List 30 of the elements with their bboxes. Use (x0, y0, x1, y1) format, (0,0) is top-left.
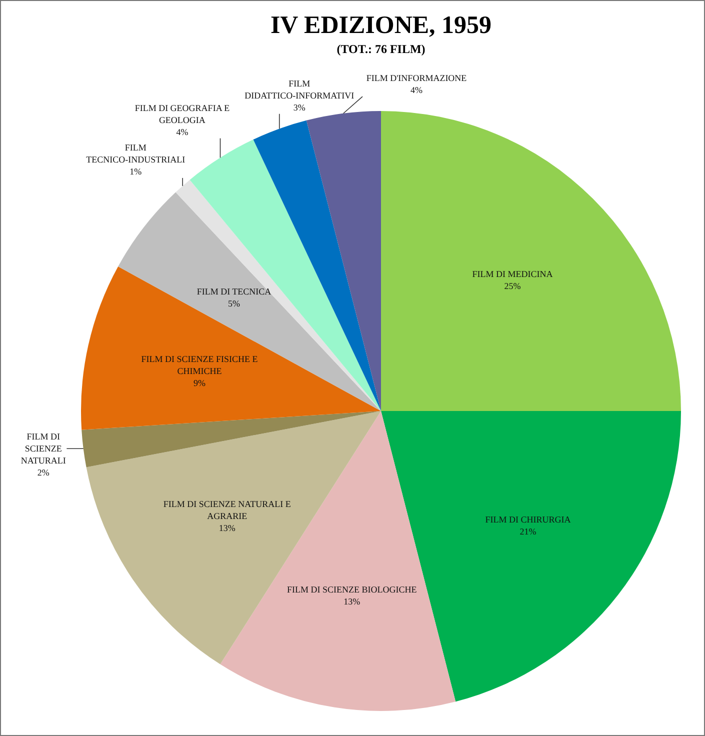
chart-title: IV EDIZIONE, 1959 (270, 12, 492, 39)
chart-subtitle: (TOT.: 76 FILM) (336, 42, 426, 56)
slice-label: FILM DI SCIENZE NATURALI (20, 431, 66, 466)
data-label: 5% (228, 298, 241, 309)
pie-slice (118, 192, 381, 411)
pie-slice (82, 411, 381, 468)
slice-label: FILM TECNICO-INDUSTRIALI (86, 142, 186, 165)
data-label: 4% (176, 126, 189, 137)
data-label: 1% (130, 166, 142, 177)
pie-slice (176, 180, 381, 411)
slice-label: FILM DI SCIENZE FISICHE E CHIMICHE (141, 354, 258, 376)
data-label: 13% (344, 596, 361, 606)
data-label: 3% (293, 102, 306, 112)
slice-label: FILM DI CHIRURGIA (485, 514, 572, 525)
data-label: 4% (410, 85, 423, 96)
slice-label: FILM DIDATTICO-INFORMATIVI (244, 78, 354, 100)
slice-label: FILM DI TECNICA (196, 286, 272, 297)
slice-label: FILM DI GEOGRAFIA E GEOLOGIA (134, 102, 230, 125)
data-label: 13% (218, 523, 236, 534)
slice-label: FILM DI MEDICINA (472, 269, 554, 280)
data-label: 2% (37, 467, 50, 478)
pie-slice (306, 111, 381, 411)
slice-label: FILM D'INFORMAZIONE (366, 73, 468, 84)
pie-slice (381, 111, 681, 411)
data-label: 21% (520, 526, 537, 537)
data-label: 9% (193, 378, 206, 388)
slice-label: FILM DI SCIENZE NATURALI E AGRARIE (163, 499, 292, 522)
slice-label: FILM DI SCIENZE BIOLOGICHE (287, 584, 418, 594)
pie-slice (81, 266, 381, 430)
data-label: 25% (504, 281, 522, 292)
